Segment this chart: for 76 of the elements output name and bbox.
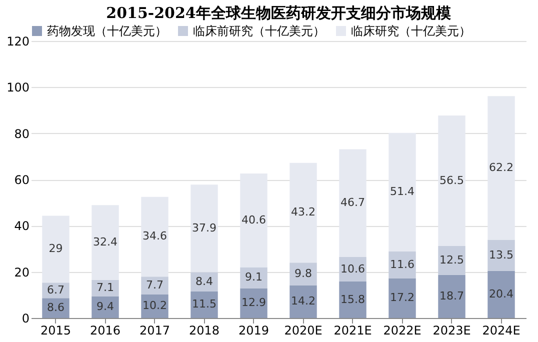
data-label: 14.2 — [291, 294, 316, 308]
data-label: 34.6 — [142, 230, 167, 243]
bar — [438, 246, 466, 275]
bar — [240, 288, 268, 318]
data-label: 8.4 — [196, 274, 213, 288]
data-label: 9.8 — [294, 266, 312, 280]
x-tick-label: 2016 — [90, 324, 121, 338]
bar — [388, 278, 416, 318]
x-tick-label: 2020E — [284, 324, 322, 338]
data-label: 12.9 — [242, 296, 266, 310]
bar — [388, 252, 416, 278]
data-label: 15.8 — [340, 292, 365, 306]
legend-label: 临床研究（十亿美元） — [351, 24, 471, 38]
legend-label: 药物发现（十亿美元） — [47, 24, 167, 38]
data-label: 8.6 — [47, 301, 64, 314]
bar — [141, 196, 168, 277]
data-label: 43.2 — [291, 206, 316, 219]
x-tick-label: 2019 — [238, 324, 270, 338]
y-tick-label: 20 — [14, 265, 30, 280]
data-label: 10.2 — [142, 299, 167, 312]
bar — [92, 205, 119, 280]
chart-title: 2015-2024年全球生物医药研发开支细分市场规模 — [106, 4, 452, 22]
y-tick-label: 80 — [14, 126, 30, 141]
y-tick-label: 60 — [14, 173, 30, 187]
data-label: 12.5 — [440, 253, 464, 266]
x-tick-label: 2021E — [334, 324, 372, 338]
data-label: 40.6 — [242, 213, 266, 226]
bar — [190, 272, 218, 292]
legend-label: 临床前研究（十亿美元） — [193, 24, 325, 38]
data-label: 7.7 — [146, 278, 164, 292]
y-tick-label: 0 — [22, 312, 30, 326]
data-label: 46.7 — [340, 196, 365, 210]
data-label: 62.2 — [489, 160, 514, 174]
bar — [339, 282, 366, 318]
data-label: 11.6 — [390, 258, 414, 271]
data-label: 32.4 — [93, 236, 118, 249]
x-tick-label: 2017 — [139, 324, 170, 338]
bar — [190, 291, 218, 318]
data-label: 29 — [48, 242, 63, 256]
data-label: 37.9 — [192, 221, 216, 234]
data-label: 13.5 — [489, 248, 514, 262]
data-label: 10.6 — [340, 262, 365, 276]
bar — [488, 240, 515, 271]
bar — [92, 296, 119, 318]
bar — [438, 116, 466, 246]
bar — [388, 132, 416, 252]
bar — [488, 96, 515, 240]
bar — [488, 270, 515, 318]
bar — [42, 216, 70, 283]
data-label: 6.7 — [47, 283, 64, 296]
x-tick-label: 2022E — [383, 324, 422, 338]
bar — [290, 162, 317, 263]
x-tick-label: 2024E — [482, 324, 520, 338]
bar — [339, 149, 366, 258]
x-tick-label: 2015 — [40, 324, 72, 338]
y-tick-label: 120 — [6, 34, 30, 48]
bar — [92, 280, 119, 296]
y-tick-label: 100 — [6, 80, 30, 95]
bar — [240, 267, 268, 288]
bar — [190, 184, 218, 272]
y-tick-label: 40 — [14, 219, 30, 234]
data-label: 51.4 — [390, 185, 414, 198]
bar — [240, 174, 268, 268]
data-label: 9.1 — [245, 270, 262, 284]
data-label: 11.5 — [192, 298, 216, 311]
data-label: 7.1 — [96, 281, 114, 294]
data-label: 9.4 — [96, 300, 114, 314]
x-tick-label: 2018 — [188, 324, 220, 338]
data-label: 17.2 — [390, 291, 414, 304]
bar — [438, 274, 466, 318]
data-label: 56.5 — [440, 174, 464, 187]
x-tick-label: 2023E — [432, 324, 471, 338]
data-label: 20.4 — [489, 287, 514, 300]
data-label: 18.7 — [440, 289, 464, 302]
bar — [290, 285, 317, 318]
bar — [141, 276, 168, 294]
